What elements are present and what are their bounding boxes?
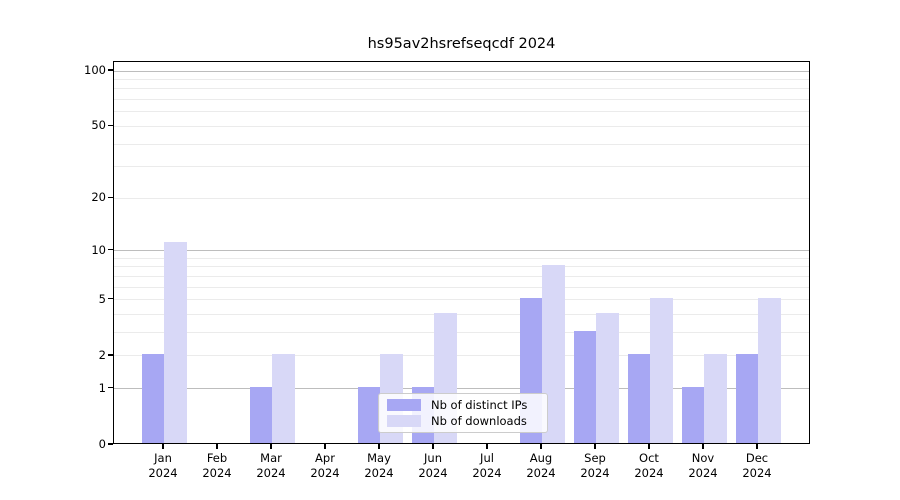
x-tick-mark-may-2024 [378, 444, 380, 449]
y-tick-mark-50 [108, 124, 113, 126]
legend-swatch-nb-of-distinct-ips [387, 399, 421, 411]
x-tick-mark-jun-2024 [432, 444, 434, 449]
bar-nb-of-distinct-ips-may-2024 [357, 386, 380, 443]
bar-nb-of-downloads-oct-2024 [650, 297, 673, 443]
bar-nb-of-distinct-ips-nov-2024 [681, 386, 704, 443]
x-tick-mark-oct-2024 [648, 444, 650, 449]
gridline-minor-60 [114, 111, 809, 113]
x-tick-mark-feb-2024 [216, 444, 218, 449]
x-tick-mark-apr-2024 [324, 444, 326, 449]
gridline-minor-7 [114, 275, 809, 277]
x-tick-mark-mar-2024 [270, 444, 272, 449]
gridline-minor-3 [114, 332, 809, 334]
y-tick-mark-20 [108, 196, 113, 198]
gridline-major-100 [114, 70, 809, 72]
legend-row-nb-of-distinct-ips: Nb of distinct IPs [387, 397, 539, 412]
x-tick-label-nov-2024: Nov 2024 [688, 451, 718, 480]
x-tick-label-jun-2024: Jun 2024 [418, 451, 448, 480]
bar-nb-of-downloads-nov-2024 [704, 353, 727, 443]
bar-nb-of-distinct-ips-dec-2024 [735, 353, 758, 443]
x-tick-label-oct-2024: Oct 2024 [634, 451, 664, 480]
bar-nb-of-downloads-jan-2024 [164, 241, 187, 443]
gridline-minor-5 [114, 299, 809, 301]
x-tick-label-apr-2024: Apr 2024 [310, 451, 340, 480]
y-tick-mark-2 [108, 354, 113, 356]
x-tick-label-dec-2024: Dec 2024 [742, 451, 772, 480]
gridline-minor-20 [114, 197, 809, 199]
y-tick-label-1: 1 [98, 380, 106, 395]
gridline-major-1 [114, 388, 809, 390]
gridline-minor-6 [114, 286, 809, 288]
y-tick-label-0: 0 [98, 437, 106, 451]
gridline-minor-80 [114, 88, 809, 90]
bar-nb-of-distinct-ips-jan-2024 [141, 353, 164, 443]
bar-nb-of-downloads-dec-2024 [758, 297, 781, 443]
gridline-minor-9 [114, 257, 809, 259]
legend-label-nb-of-downloads: Nb of downloads [431, 413, 527, 428]
x-tick-mark-sep-2024 [594, 444, 596, 449]
y-tick-label-20: 20 [91, 190, 106, 205]
bar-nb-of-distinct-ips-oct-2024 [627, 353, 650, 443]
gridline-minor-90 [114, 78, 809, 80]
y-tick-label-100: 100 [84, 63, 106, 77]
x-tick-mark-jan-2024 [162, 444, 164, 449]
legend-label-nb-of-distinct-ips: Nb of distinct IPs [431, 397, 528, 412]
y-tick-mark-100 [108, 69, 113, 71]
gridline-minor-2 [114, 355, 809, 357]
legend-row-nb-of-downloads: Nb of downloads [387, 413, 539, 428]
x-tick-label-mar-2024: Mar 2024 [256, 451, 286, 480]
bar-nb-of-downloads-sep-2024 [596, 312, 619, 443]
y-tick-label-50: 50 [91, 118, 106, 133]
x-tick-mark-dec-2024 [756, 444, 758, 449]
x-tick-mark-aug-2024 [540, 444, 542, 449]
x-tick-label-jul-2024: Jul 2024 [472, 451, 502, 480]
y-tick-label-10: 10 [91, 242, 106, 257]
y-tick-mark-5 [108, 298, 113, 300]
gridline-minor-50 [114, 125, 809, 127]
legend: Nb of distinct IPs Nb of downloads [378, 393, 548, 433]
y-tick-label-5: 5 [98, 291, 106, 306]
x-tick-mark-jul-2024 [486, 444, 488, 449]
chart-title: hs95av2hsrefseqcdf 2024 [367, 36, 556, 52]
x-tick-mark-nov-2024 [702, 444, 704, 449]
plot-area [113, 61, 810, 444]
gridline-major-10 [114, 250, 809, 252]
x-tick-label-sep-2024: Sep 2024 [580, 451, 610, 480]
y-tick-mark-10 [108, 249, 113, 251]
gridline-minor-4 [114, 314, 809, 316]
bar-nb-of-downloads-mar-2024 [272, 353, 295, 443]
x-tick-label-may-2024: May 2024 [364, 451, 394, 480]
bar-nb-of-distinct-ips-mar-2024 [249, 386, 272, 443]
y-tick-mark-1 [108, 387, 113, 389]
x-tick-label-aug-2024: Aug 2024 [526, 451, 556, 480]
y-tick-label-2: 2 [98, 347, 106, 362]
bar-nb-of-distinct-ips-sep-2024 [573, 330, 596, 443]
x-tick-label-feb-2024: Feb 2024 [202, 451, 232, 480]
legend-swatch-nb-of-downloads [387, 415, 421, 427]
gridline-minor-70 [114, 99, 809, 101]
x-tick-label-jan-2024: Jan 2024 [148, 451, 178, 480]
gridline-minor-40 [114, 143, 809, 145]
y-tick-mark-0 [108, 443, 113, 445]
gridline-minor-8 [114, 266, 809, 268]
gridline-minor-30 [114, 166, 809, 168]
